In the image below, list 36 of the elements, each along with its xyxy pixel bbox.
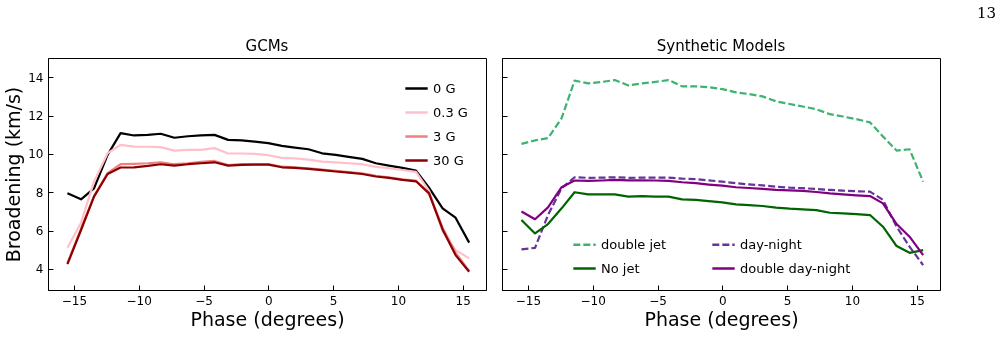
x-tick-label: −5 — [649, 293, 667, 308]
x-tick-label: 15 — [909, 293, 925, 308]
x-tick-label: −15 — [61, 293, 88, 308]
y-tick-label: 14 — [28, 70, 44, 85]
x-tick-label: −10 — [580, 293, 606, 308]
legend-label: 30 G — [433, 152, 464, 168]
legend-label: 0 G — [433, 80, 456, 96]
x-tick-label: 5 — [329, 293, 338, 308]
x-axis-title: Phase (degrees) — [190, 307, 345, 330]
x-tick-label: −5 — [195, 293, 213, 308]
legend-label: double day-night — [740, 260, 851, 276]
legend-label: No jet — [601, 260, 640, 276]
x-tick-label: −10 — [126, 293, 152, 308]
legend-label: double jet — [601, 236, 667, 252]
y-tick-label: 8 — [35, 185, 44, 200]
line-series — [66, 143, 471, 260]
legend-label: 0.3 G — [433, 104, 468, 120]
x-tick-label: 10 — [844, 293, 861, 308]
y-axis-title: Broadening (km/s) — [2, 86, 25, 263]
y-tick-label: 4 — [35, 262, 44, 277]
x-tick-label: 10 — [390, 293, 407, 308]
x-tick-label: 0 — [264, 293, 273, 308]
chart-title: GCMs — [245, 37, 289, 55]
x-axis-title: Phase (degrees) — [644, 307, 799, 330]
x-tick-label: −15 — [515, 293, 542, 308]
line-series — [66, 132, 471, 244]
x-tick-label: 0 — [718, 293, 727, 308]
legend-label: 3 G — [433, 128, 456, 144]
text: 13 — [976, 4, 996, 22]
x-tick-label: 15 — [455, 293, 471, 308]
chart-title: Synthetic Models — [656, 37, 786, 55]
x-tick-label: 5 — [783, 293, 792, 308]
legend-label: day-night — [740, 236, 802, 252]
y-tick-label: 12 — [28, 109, 44, 124]
y-tick-label: 10 — [28, 147, 44, 162]
y-tick-label: 6 — [35, 224, 44, 239]
